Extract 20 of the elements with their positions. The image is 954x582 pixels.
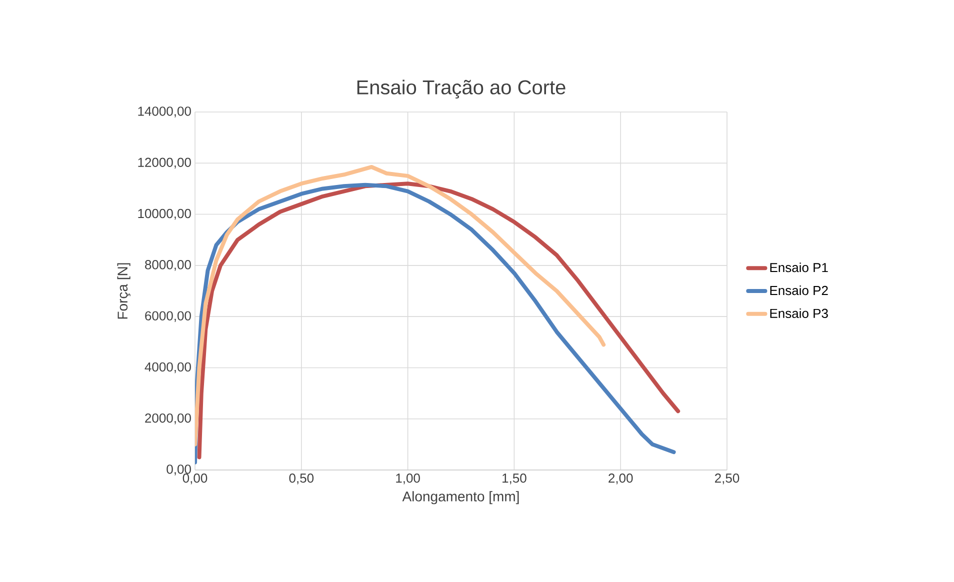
y-tick-label: 14000,00 [138, 106, 191, 118]
legend-label: Ensaio P3 [770, 308, 828, 318]
y-tick-label: 0,00 [166, 464, 191, 476]
x-tick-label: 1,00 [396, 474, 420, 484]
y-tick-label: 12000,00 [138, 158, 191, 169]
y-axis-title: Força [N] [117, 263, 130, 319]
chart-title: Ensaio Tração ao Corte [357, 80, 566, 98]
y-tick-label: 2000,00 [145, 413, 191, 424]
x-tick-label: 0,50 [289, 474, 314, 484]
legend-label: Ensaio P2 [770, 286, 828, 296]
legend-label: Ensaio P1 [770, 262, 828, 272]
y-tick-label: 8000,00 [145, 260, 191, 271]
x-tick-label: 0,00 [182, 474, 208, 484]
y-tick-label: 10000,00 [138, 208, 191, 220]
x-axis-title: Alongamento [mm] [402, 491, 519, 504]
x-tick-label: 1,50 [502, 474, 526, 484]
y-tick-label: 4000,00 [144, 362, 191, 374]
x-tick-label: 2,00 [608, 474, 633, 484]
y-tick-label: 6000,00 [145, 311, 191, 322]
x-tick-label: 2,50 [715, 474, 740, 484]
